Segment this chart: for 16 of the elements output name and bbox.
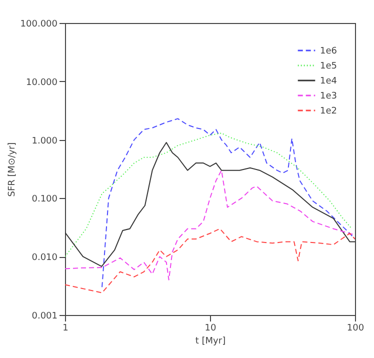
y-tick-label: 0.001 (32, 312, 58, 322)
x-tick-label: 1 (62, 324, 68, 334)
x-tick-label: 100 (346, 324, 364, 334)
x-axis-title: t [Myr] (195, 336, 226, 346)
legend-label: 1e3 (320, 92, 337, 102)
legend-label: 1e5 (320, 62, 337, 72)
y-tick-label: 1.000 (32, 136, 58, 146)
legend-label: 1e6 (320, 46, 338, 56)
y-tick-label: 100.000 (20, 20, 58, 30)
legend-label: 1e4 (320, 76, 338, 86)
y-tick-label: 0.100 (32, 194, 58, 205)
y-tick-label: 10.000 (26, 78, 58, 88)
y-tick-label: 0.010 (32, 253, 58, 264)
legend-label: 1e2 (320, 106, 337, 116)
x-tick-label: 10 (204, 324, 216, 334)
y-axis-title: SFR [M⊙/yr] (7, 142, 18, 197)
